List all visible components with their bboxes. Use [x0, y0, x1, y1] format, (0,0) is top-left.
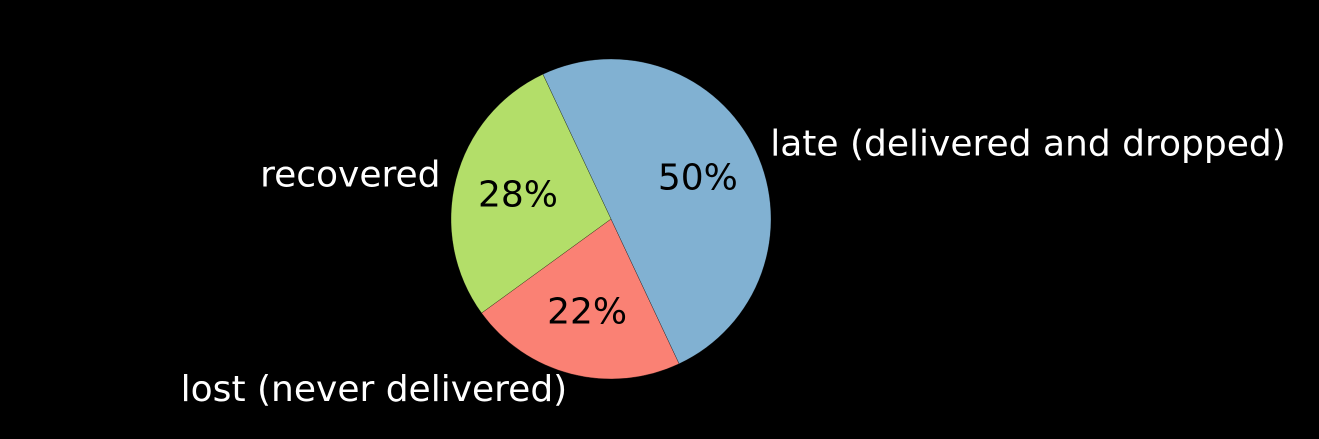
pie-slice-late-delivered-and-dropped — [542, 58, 772, 364]
pie-slice-recovered — [450, 74, 612, 314]
category-label-late-delivered-and-dropped: late (delivered and dropped) — [770, 124, 1286, 165]
category-label-recovered: recovered — [260, 155, 440, 196]
percent-label-lost-never-delivered: 22% — [547, 291, 627, 332]
percent-label-recovered: 28% — [478, 175, 558, 216]
percent-label-late-delivered-and-dropped: 50% — [658, 158, 738, 199]
category-label-lost-never-delivered: lost (never delivered) — [181, 369, 568, 410]
